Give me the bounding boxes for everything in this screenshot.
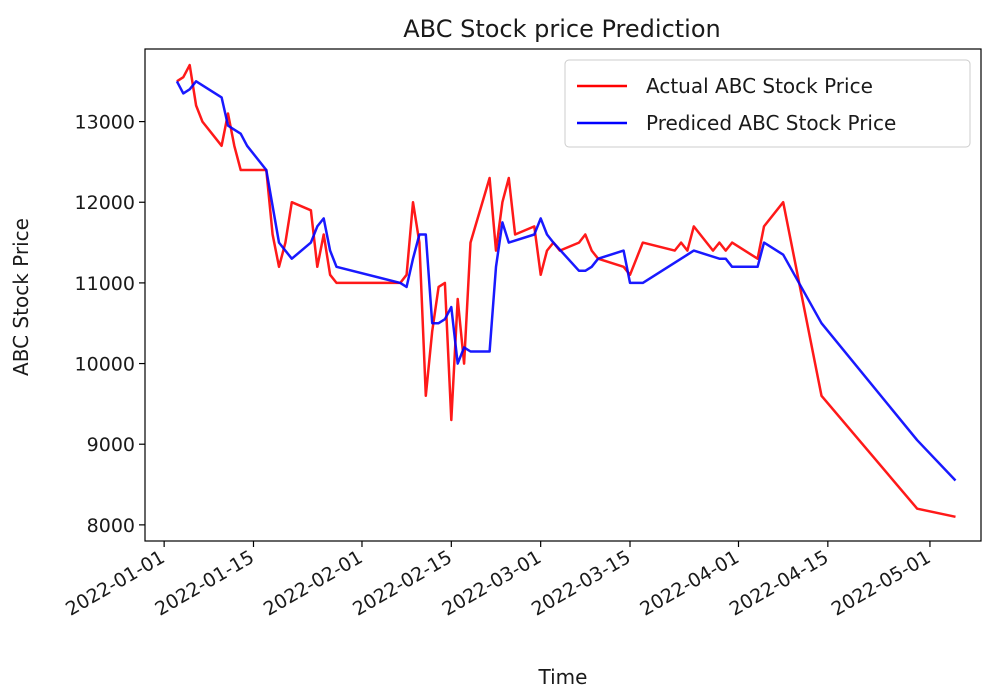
- y-tick-label: 12000: [75, 192, 135, 214]
- x-tick-label: 2022-03-01: [439, 546, 546, 620]
- y-axis: 8000 9000 10000 11000 12000 13000: [75, 112, 145, 537]
- series-line-predicted: [175, 80, 957, 482]
- x-tick-label: 2022-01-15: [151, 546, 258, 620]
- plot-frame: [144, 48, 982, 542]
- series-line-actual: [176, 63, 956, 519]
- plot-area: [144, 48, 982, 542]
- x-tick-label: 2022-05-01: [828, 546, 935, 620]
- x-tick-label: 2022-01-01: [62, 546, 169, 620]
- legend-label-predicted: Prediced ABC Stock Price: [646, 111, 896, 135]
- y-tick-label: 8000: [87, 515, 135, 537]
- x-tick-label: 2022-02-01: [260, 546, 367, 620]
- x-tick-label: 2022-04-15: [726, 546, 833, 620]
- y-tick-label: 10000: [75, 354, 135, 376]
- x-tick-label: 2022-04-01: [636, 546, 743, 620]
- y-tick-label: 13000: [75, 112, 135, 134]
- series-layer: [175, 63, 957, 519]
- y-tick-label: 11000: [75, 273, 135, 295]
- x-tick-label: 2022-03-15: [528, 546, 635, 620]
- legend-box: [564, 59, 971, 148]
- legend-label-actual: Actual ABC Stock Price: [646, 74, 873, 98]
- chart-title: ABC Stock price Prediction: [403, 15, 720, 43]
- y-tick-label: 9000: [87, 434, 135, 456]
- legend: Actual ABC Stock Price Prediced ABC Stoc…: [564, 59, 971, 148]
- x-tick-label: 2022-02-15: [349, 546, 456, 620]
- x-axis-label: Time: [538, 665, 588, 689]
- y-axis-label: ABC Stock Price: [9, 218, 33, 376]
